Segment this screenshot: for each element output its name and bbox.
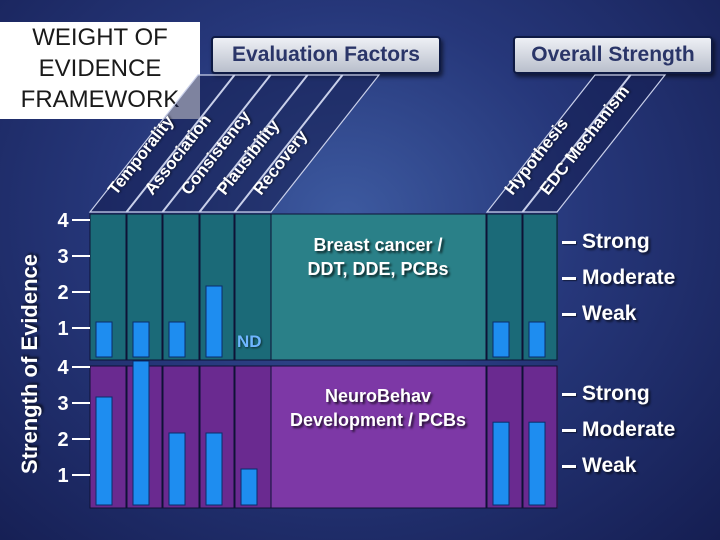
evaluation-factors-header: Evaluation Factors	[211, 36, 441, 74]
legend-label: Moderate	[582, 266, 676, 289]
legend-label: Weak	[582, 454, 637, 477]
legend-dash	[562, 240, 576, 244]
panel-label-band	[270, 365, 487, 509]
panel-label-breast-cancer: Breast cancer / DDT, DDE, PCBs	[270, 233, 486, 281]
data-bar-edc-mechanism	[528, 321, 546, 358]
data-bar-plausibility	[205, 432, 223, 506]
data-bar-recovery	[240, 468, 258, 506]
title-line: WEIGHT OF	[32, 24, 168, 51]
y-tick-label: 1	[57, 318, 68, 340]
panel-label-neurobehav: NeuroBehav Development / PCBs	[270, 384, 486, 432]
legend-label: Weak	[582, 302, 637, 325]
title-line: EVIDENCE	[38, 55, 162, 82]
data-bar-hypothesis	[492, 321, 510, 358]
legend-dash	[562, 428, 576, 432]
legend-dash	[562, 392, 576, 396]
data-bar-consistency	[168, 432, 186, 506]
strength-legend-weak: Weak	[562, 454, 636, 478]
slide-title: WEIGHT OF EVIDENCE FRAMEWORK	[0, 22, 200, 119]
legend-dash	[562, 312, 576, 316]
strength-legend-moderate: Moderate	[562, 418, 675, 442]
category-column-strip	[233, 74, 381, 213]
data-bar-edc-mechanism	[528, 421, 546, 506]
strength-legend-strong: Strong	[562, 382, 650, 406]
strength-legend-strong: Strong	[562, 230, 650, 254]
legend-label: Moderate	[582, 418, 676, 441]
strength-legend-weak: Weak	[562, 302, 636, 326]
data-bar-plausibility	[205, 285, 223, 358]
panel-label-line: NeuroBehav	[324, 386, 432, 406]
title-line: FRAMEWORK	[20, 86, 180, 113]
panel-label-band	[270, 213, 487, 361]
y-tick-label: 3	[57, 246, 68, 268]
category-column-strip	[161, 74, 309, 213]
data-bar-association	[132, 360, 150, 506]
strength-legend-moderate: Moderate	[562, 266, 675, 290]
data-bar-temporality	[95, 396, 113, 506]
legend-dash	[562, 464, 576, 468]
y-axis-label: Strength of Evidence	[17, 253, 42, 475]
category-column	[234, 213, 272, 361]
legend-label: Strong	[582, 230, 650, 253]
panel-label-line: Development / PCBs	[289, 410, 467, 430]
legend-dash	[562, 276, 576, 280]
data-bar-hypothesis	[492, 421, 510, 506]
not-determined-annotation: ND	[237, 332, 262, 351]
y-tick-label: 4	[57, 357, 69, 379]
y-tick-label: 2	[57, 282, 68, 304]
y-tick-label: 1	[57, 465, 68, 487]
y-tick-label: 4	[57, 210, 69, 232]
category-column-strip	[198, 74, 344, 213]
category-column-strip	[521, 74, 667, 213]
legend-label: Strong	[582, 382, 650, 405]
panel-label-line: DDT, DDE, PCBs	[307, 259, 449, 279]
data-bar-association	[132, 321, 150, 358]
data-bar-consistency	[168, 321, 186, 358]
overall-strength-header: Overall Strength	[513, 36, 713, 74]
category-column-strip	[125, 74, 272, 213]
y-tick-label: 2	[57, 429, 68, 451]
data-bar-temporality	[95, 321, 113, 358]
category-column-strip	[485, 74, 632, 213]
y-axis-label-wrap: Strength of Evidence	[6, 214, 54, 514]
y-tick-label: 3	[57, 393, 68, 415]
panel-label-line: Breast cancer /	[313, 235, 443, 255]
category-column-strip	[88, 74, 236, 213]
